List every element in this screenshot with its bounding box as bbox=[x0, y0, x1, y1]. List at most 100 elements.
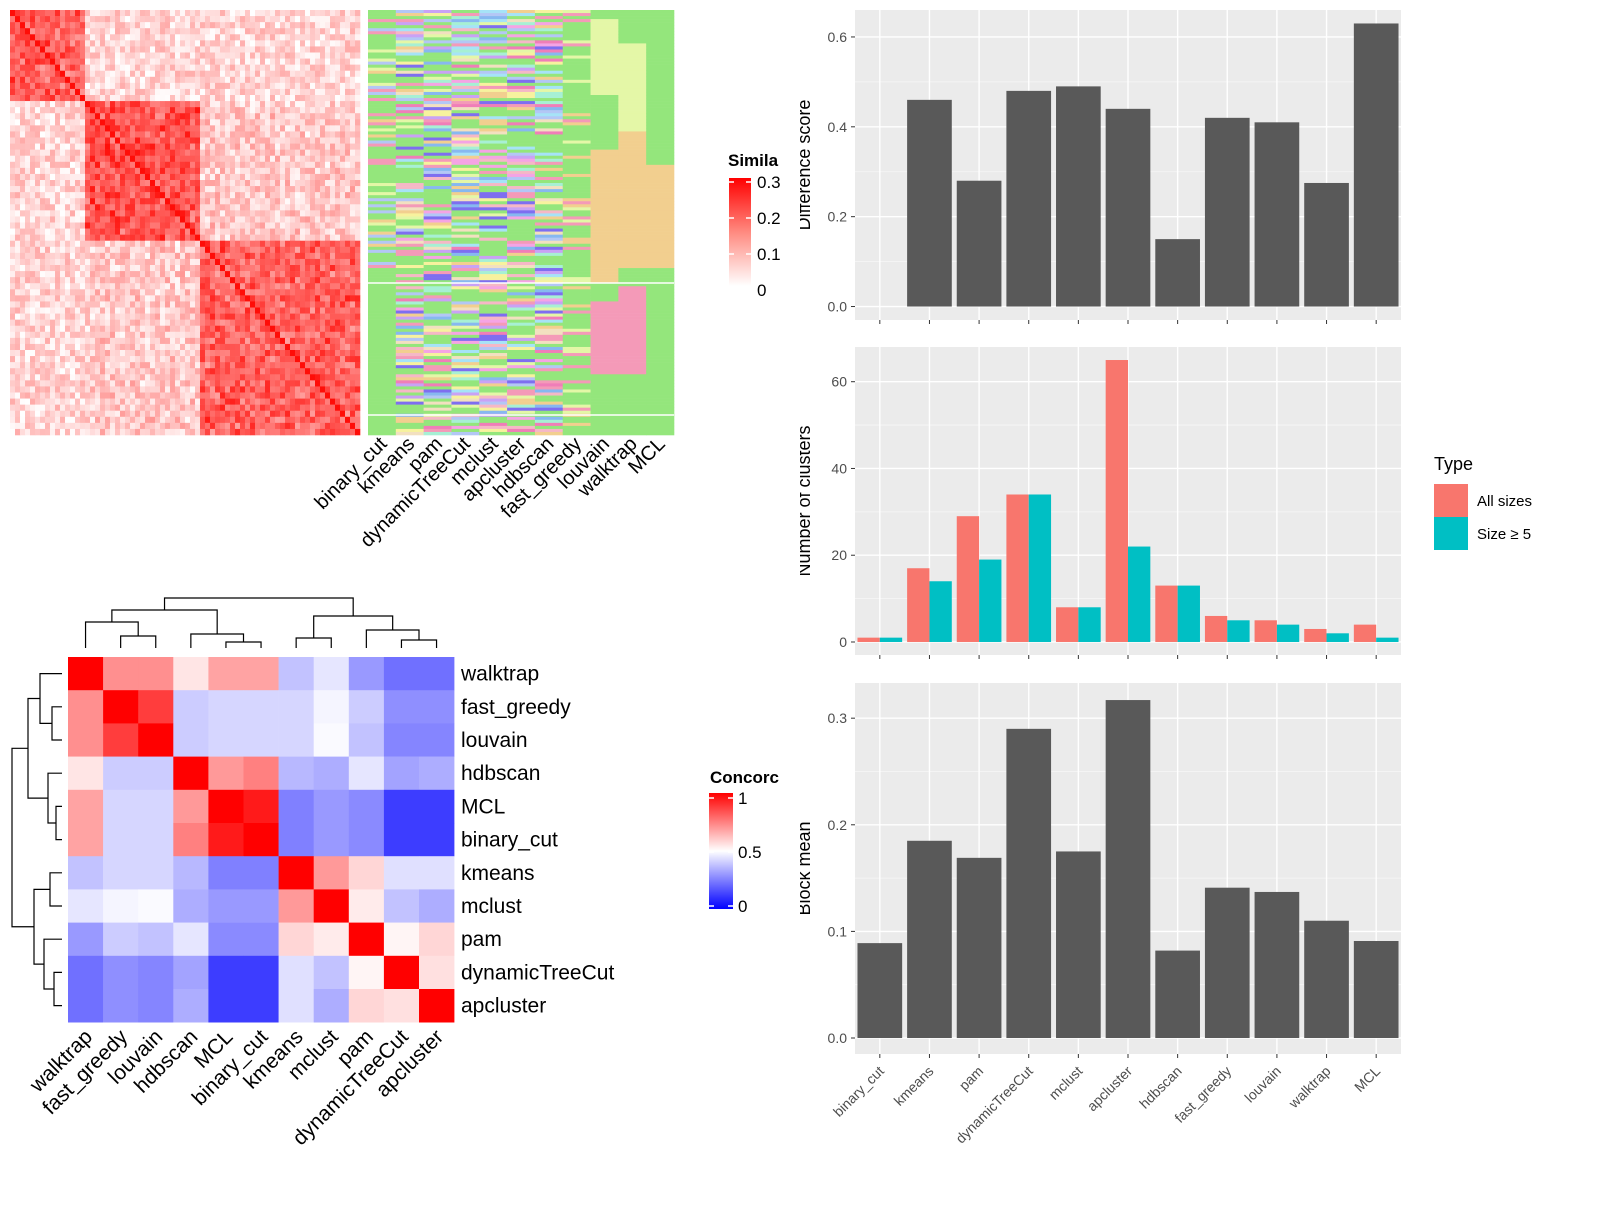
similarity-cell bbox=[345, 64, 351, 72]
similarity-cell bbox=[210, 228, 216, 235]
similarity-cell bbox=[145, 319, 151, 327]
similarity-cell bbox=[240, 398, 246, 405]
similarity-cell bbox=[345, 161, 351, 169]
similarity-cell bbox=[70, 198, 76, 205]
similarity-cell bbox=[240, 422, 246, 430]
similarity-cell bbox=[15, 222, 21, 229]
similarity-cell bbox=[310, 356, 316, 363]
similarity-cell bbox=[150, 301, 156, 308]
similarity-cell bbox=[250, 137, 256, 144]
similarity-cell bbox=[20, 216, 26, 223]
similarity-cell bbox=[335, 143, 341, 150]
similarity-cell bbox=[145, 137, 151, 144]
similarity-cell bbox=[220, 307, 226, 314]
similarity-cell bbox=[215, 22, 221, 29]
similarity-cell bbox=[160, 161, 166, 169]
similarity-cell bbox=[180, 180, 186, 187]
similarity-cell bbox=[45, 40, 51, 47]
cluster-label-cell bbox=[368, 110, 397, 114]
similarity-cell bbox=[85, 362, 91, 369]
similarity-cell bbox=[60, 70, 66, 78]
similarity-cell bbox=[210, 64, 216, 72]
similarity-cell bbox=[300, 368, 306, 375]
similarity-cell bbox=[220, 362, 226, 369]
similarity-cell bbox=[210, 307, 216, 314]
similarity-cell bbox=[40, 101, 46, 108]
similarity-cell bbox=[145, 155, 151, 163]
similarity-cell bbox=[330, 180, 336, 187]
similarity-cell bbox=[185, 416, 191, 424]
similarity-cell bbox=[270, 222, 276, 229]
similarity-cell bbox=[185, 343, 191, 351]
similarity-cell bbox=[135, 119, 141, 126]
similarity-cell bbox=[90, 350, 96, 357]
similarity-cell bbox=[290, 88, 296, 96]
similarity-cell bbox=[190, 295, 196, 302]
similarity-cell bbox=[340, 143, 346, 150]
similarity-cell bbox=[165, 343, 171, 351]
similarity-cell bbox=[345, 356, 351, 363]
similarity-cell bbox=[155, 88, 161, 96]
similarity-cell bbox=[30, 222, 36, 229]
similarity-cell bbox=[255, 101, 261, 108]
similarity-cell bbox=[125, 70, 131, 78]
similarity-cell bbox=[255, 167, 261, 175]
similarity-cell bbox=[95, 167, 101, 175]
similarity-cell bbox=[200, 362, 206, 369]
similarity-cell bbox=[75, 155, 81, 163]
similarity-cell bbox=[65, 113, 71, 120]
similarity-cell bbox=[75, 58, 81, 65]
similarity-cell bbox=[115, 416, 121, 424]
similarity-cell bbox=[190, 119, 196, 126]
similarity-cell bbox=[240, 258, 246, 266]
similarity-cell bbox=[35, 416, 41, 424]
similarity-cell bbox=[85, 216, 91, 223]
similarity-cell bbox=[345, 131, 351, 138]
similarity-cell bbox=[345, 70, 351, 78]
similarity-cell bbox=[350, 301, 356, 308]
similarity-cell bbox=[35, 216, 41, 223]
similarity-cell bbox=[180, 34, 186, 41]
similarity-cell bbox=[240, 58, 246, 65]
similarity-cell bbox=[215, 58, 221, 65]
similarity-cell bbox=[35, 301, 41, 308]
similarity-cell bbox=[320, 325, 326, 333]
similarity-cell bbox=[230, 95, 236, 102]
similarity-cell bbox=[225, 392, 231, 399]
similarity-cell bbox=[335, 350, 341, 357]
similarity-cell bbox=[320, 228, 326, 235]
similarity-cell bbox=[150, 234, 156, 242]
similarity-cell bbox=[195, 325, 201, 333]
similarity-cell bbox=[95, 34, 101, 41]
similarity-cell bbox=[320, 392, 326, 399]
similarity-cell bbox=[135, 337, 141, 345]
similarity-cell bbox=[170, 113, 176, 120]
similarity-cell bbox=[150, 82, 156, 90]
similarity-cell bbox=[155, 70, 161, 78]
similarity-cell bbox=[215, 40, 221, 47]
similarity-cell bbox=[255, 125, 261, 132]
similarity-cell bbox=[70, 265, 76, 272]
similarity-cell bbox=[300, 131, 306, 138]
similarity-cell bbox=[125, 198, 131, 205]
similarity-cell bbox=[155, 125, 161, 132]
similarity-cell bbox=[270, 204, 276, 211]
similarity-cell bbox=[160, 131, 166, 138]
similarity-cell bbox=[45, 107, 51, 114]
similarity-cell bbox=[90, 362, 96, 369]
similarity-cell bbox=[275, 40, 281, 47]
similarity-cell bbox=[50, 107, 56, 114]
similarity-cell bbox=[255, 356, 261, 363]
similarity-cell bbox=[80, 95, 86, 102]
similarity-cell bbox=[110, 374, 116, 381]
similarity-cell bbox=[125, 331, 131, 339]
similarity-cell bbox=[320, 22, 326, 29]
similarity-cell bbox=[135, 216, 141, 223]
similarity-cell bbox=[25, 325, 31, 333]
similarity-cell bbox=[155, 331, 161, 339]
similarity-cell bbox=[340, 356, 346, 363]
similarity-cell bbox=[20, 82, 26, 90]
similarity-cell bbox=[295, 295, 301, 302]
similarity-cell bbox=[210, 295, 216, 302]
similarity-cell bbox=[215, 70, 221, 78]
